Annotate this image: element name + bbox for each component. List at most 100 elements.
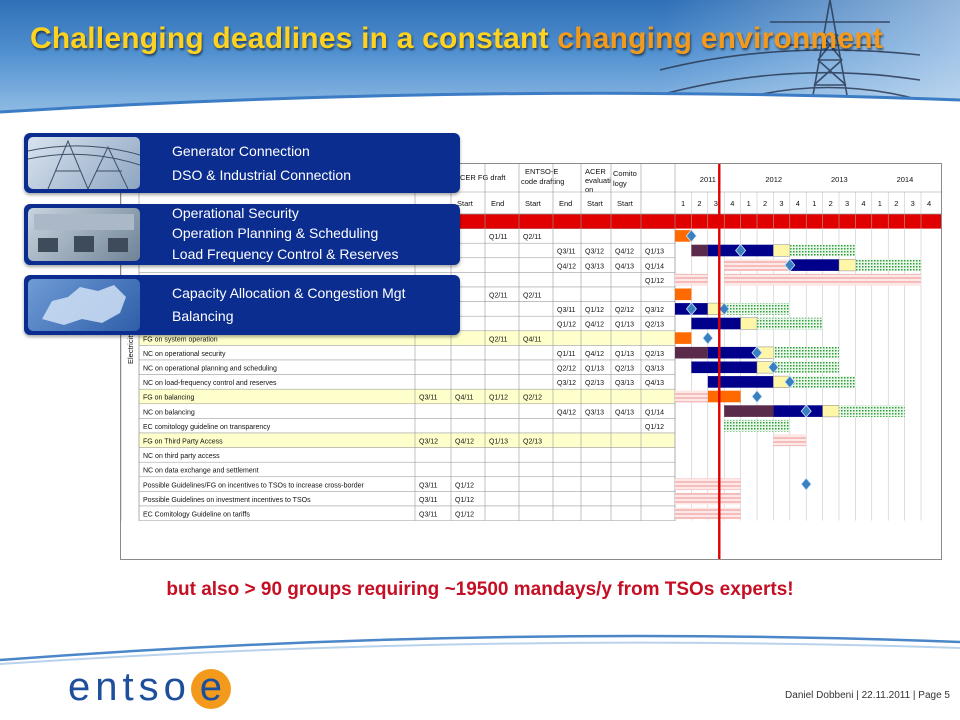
milestone-diamond <box>735 243 747 258</box>
row-cell: Q1/13 <box>615 322 634 329</box>
header-quarter: 4 <box>861 199 865 208</box>
panel-line: Balancing <box>172 308 234 324</box>
header-year: 2012 <box>765 175 782 184</box>
row-label: Possible Guidelines/FG on incentives to … <box>143 482 365 489</box>
header-quarter: 3 <box>911 199 915 208</box>
gantt-bar <box>675 390 708 403</box>
gantt-bar <box>724 405 774 417</box>
slide-title: Challenging deadlines in a constant chan… <box>30 22 883 55</box>
gantt-bar <box>691 317 741 330</box>
header-quarter: 3 <box>845 199 849 208</box>
row-cell: Q3/13 <box>645 366 664 373</box>
row-label: NC on operational planning and schedulin… <box>143 366 277 373</box>
row-cell: Q3/11 <box>419 512 438 519</box>
gantt-bar <box>675 492 741 505</box>
gantt-bar <box>691 361 757 374</box>
header-start-end: Start <box>457 199 474 208</box>
header-start-end: End <box>559 199 572 208</box>
gantt-bar <box>855 259 921 271</box>
row-cell: Q2/13 <box>585 380 604 387</box>
header-comitology: logy <box>613 179 627 188</box>
row-cell: Q1/12 <box>455 482 474 489</box>
header-entsoe: code drafting <box>521 177 564 186</box>
row-cell: Q1/12 <box>645 424 664 431</box>
control-room-thumbnail <box>28 208 140 261</box>
header-quarter: 2 <box>829 199 833 208</box>
row-cell: Q3/13 <box>585 409 604 416</box>
header-quarter: 1 <box>812 199 816 208</box>
row-cell: Q1/11 <box>489 234 508 241</box>
header-entsoe: ENTSO-E <box>525 167 558 176</box>
footer-info: Daniel Dobbeni | 22.11.2011 | Page 5 <box>785 690 950 701</box>
row-cell: Q4/12 <box>557 263 576 270</box>
row-cell: Q3/12 <box>557 380 576 387</box>
panel-line: DSO & Industrial Connection <box>172 167 351 183</box>
panel-line: Operation Planning & Scheduling <box>172 225 379 241</box>
row-cell: Q3/12 <box>585 249 604 256</box>
row-cell: Q4/12 <box>585 322 604 329</box>
footer-swoosh <box>0 634 960 665</box>
row-cell: Q1/11 <box>557 351 576 358</box>
row-cell: Q1/12 <box>455 512 474 519</box>
milestone-diamond <box>685 302 697 316</box>
header-quarter: 4 <box>927 199 931 208</box>
header-quarter: 1 <box>878 199 882 208</box>
header-quarter: 2 <box>763 199 767 208</box>
milestone-diamond <box>800 404 812 418</box>
row-cell: Q2/11 <box>489 293 508 300</box>
row-cell: Q3/13 <box>585 263 604 270</box>
gantt-bar <box>707 346 757 359</box>
panel-line: Capacity Allocation & Congestion Mgt <box>172 285 406 301</box>
gantt-bar <box>839 405 905 417</box>
milestone-diamond <box>784 258 796 272</box>
row-cell: Q2/12 <box>557 366 576 373</box>
row-cell: Q1/13 <box>645 249 664 256</box>
row-cell: Q2/13 <box>645 351 664 358</box>
gantt-bar <box>724 259 790 271</box>
header-quarter: 1 <box>747 199 751 208</box>
title-banner: Challenging deadlines in a constant chan… <box>0 0 960 112</box>
row-cell: Q3/11 <box>419 395 438 402</box>
row-cell: Q4/11 <box>523 336 542 343</box>
europe-map-thumbnail <box>28 279 140 331</box>
panel-line: Operational Security <box>172 205 299 221</box>
row-cell: Q2/11 <box>523 234 542 241</box>
entsoe-logo: entso e <box>68 665 231 710</box>
row-cell: Q2/12 <box>615 307 634 314</box>
row-cell: Q3/11 <box>557 249 576 256</box>
panel-grid-connection: Generator Connection DSO & Industrial Co… <box>24 133 460 193</box>
row-cell: Q4/13 <box>615 409 634 416</box>
gantt-bar <box>707 390 741 403</box>
row-cell: Q1/14 <box>645 409 664 416</box>
header-acer-eval: ACER <box>585 167 606 176</box>
header-quarter: 3 <box>714 199 718 208</box>
row-cell: Q3/11 <box>419 497 438 504</box>
gantt-bar <box>675 230 692 242</box>
row-label: FG on system operation <box>143 336 218 343</box>
row-cell: Q1/12 <box>557 322 576 329</box>
gantt-bar <box>838 259 856 272</box>
row-cell: Q3/13 <box>615 380 634 387</box>
gantt-bar <box>773 405 823 417</box>
header-quarter: 2 <box>697 199 701 208</box>
table-row <box>138 388 676 405</box>
row-cell: Q3/12 <box>419 439 438 446</box>
row-cell: Q2/11 <box>523 293 542 300</box>
row-cell: Q2/12 <box>523 395 542 402</box>
gantt-bar <box>724 419 790 432</box>
row-cell: Q1/13 <box>489 439 508 446</box>
row-cell: Q3/12 <box>645 307 664 314</box>
gantt-bar <box>773 434 807 447</box>
row-cell: Q1/12 <box>585 307 604 314</box>
row-cell: Q1/12 <box>489 395 508 402</box>
panel-market: Capacity Allocation & Congestion Mgt Bal… <box>24 275 460 335</box>
row-cell: Q2/13 <box>645 322 664 329</box>
header-start-end: End <box>491 199 504 208</box>
row-label: NC on third party access <box>143 453 220 460</box>
header-acer-eval: on <box>585 185 593 194</box>
row-cell: Q1/14 <box>645 263 664 270</box>
row-label: EC Comitology Guideline on tariffs <box>143 512 250 519</box>
gantt-bar <box>691 244 708 257</box>
tagline: but also > 90 groups requiring ~19500 ma… <box>166 579 794 600</box>
row-label: EC comitology guideline on transparency <box>143 424 271 431</box>
